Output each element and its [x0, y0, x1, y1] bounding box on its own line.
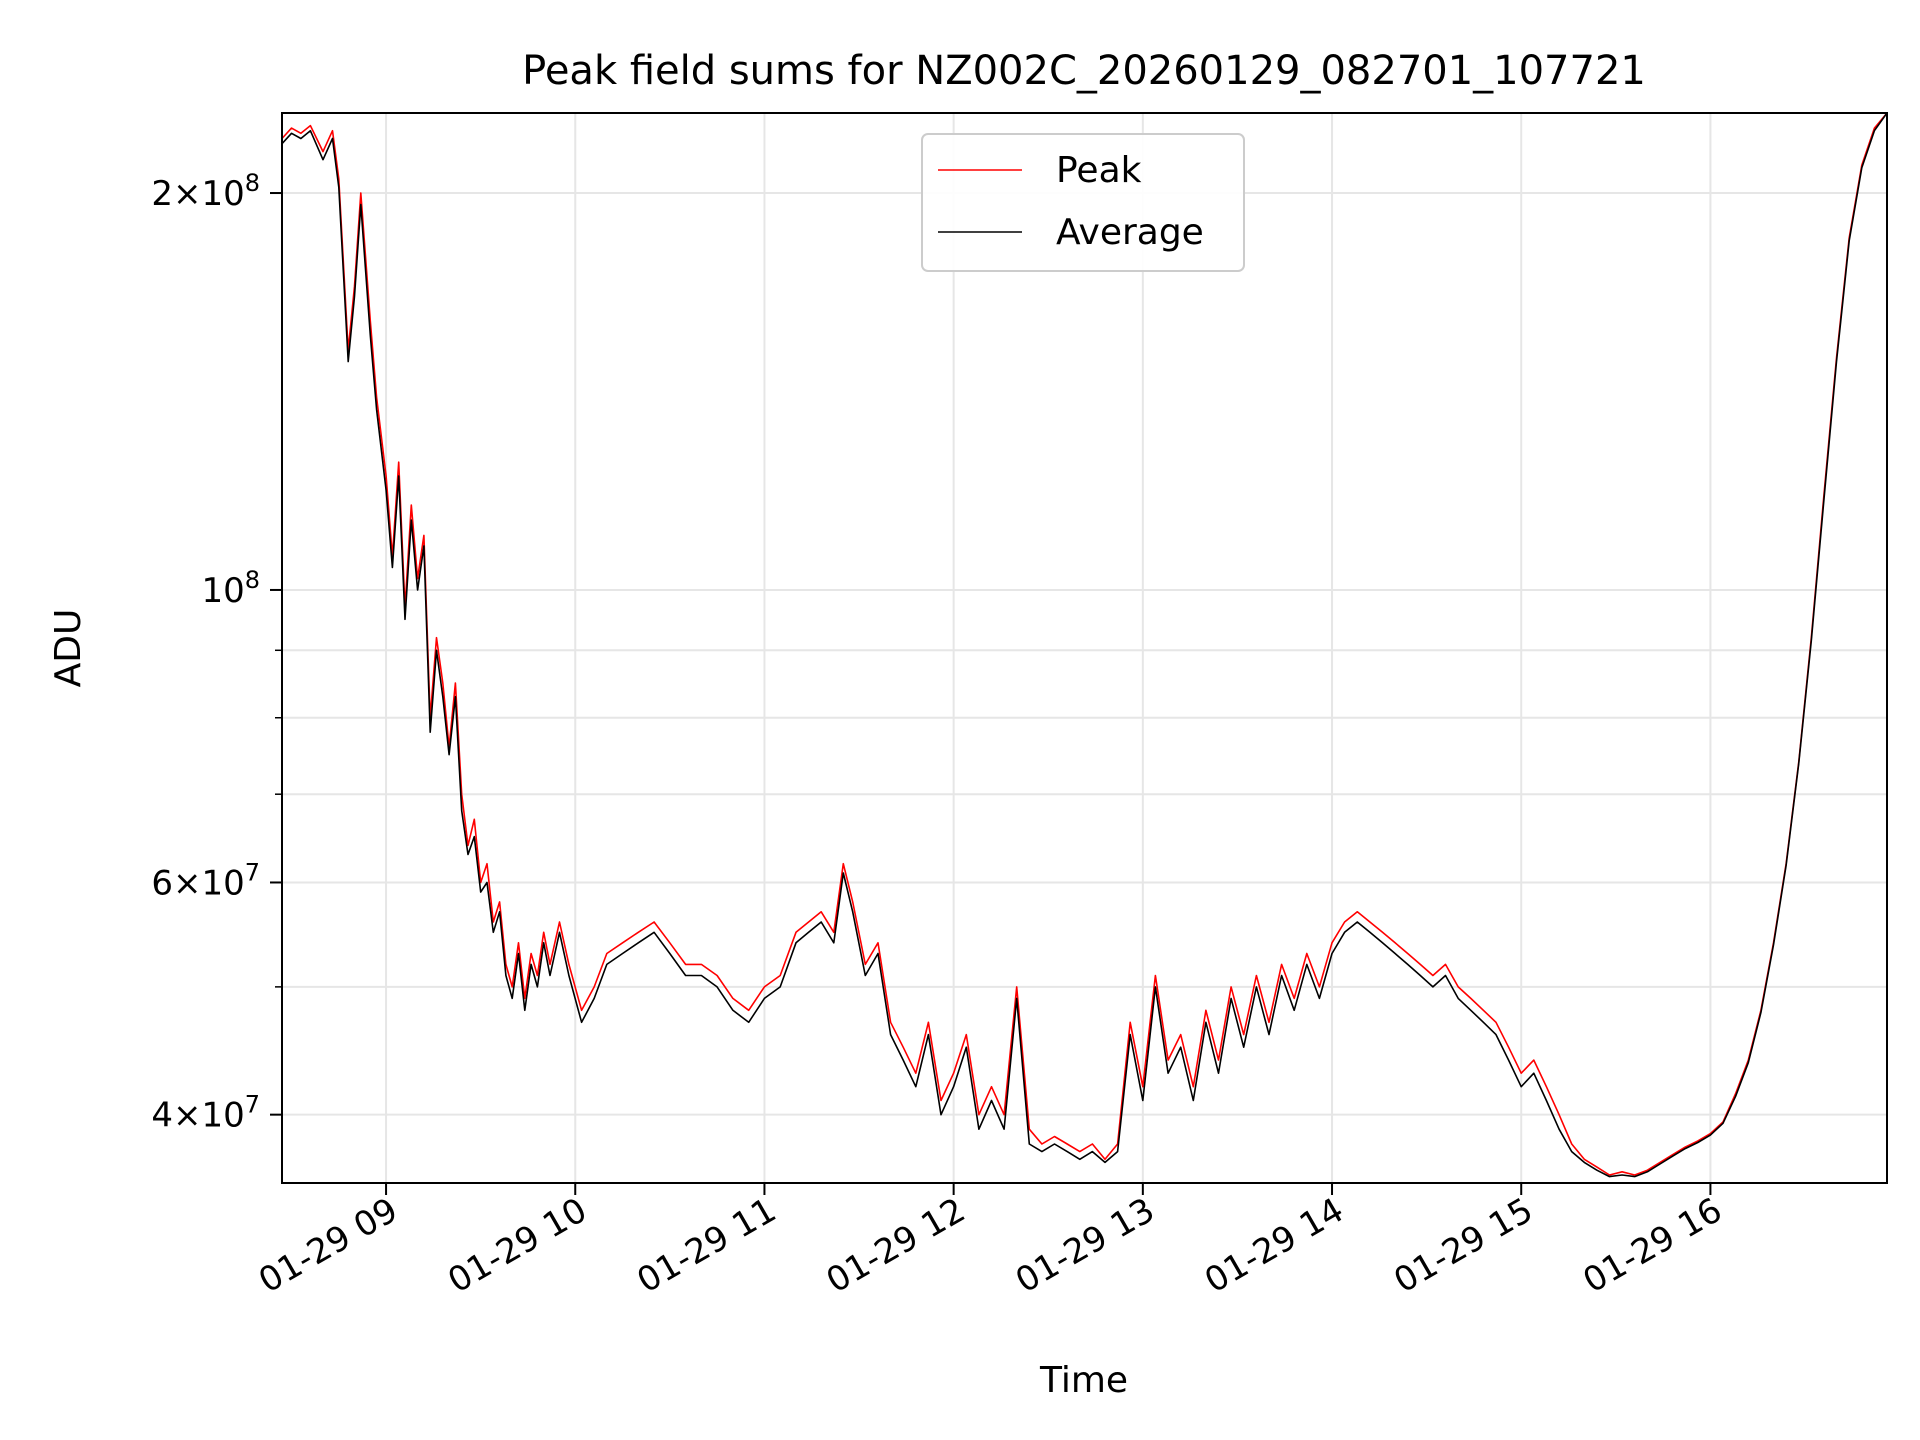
- legend-average-label: Average: [1056, 212, 1204, 253]
- y-tick-mantissa: 4×: [151, 1096, 201, 1136]
- series-lines: [282, 113, 1887, 1178]
- x-axis-label: Time: [1039, 1360, 1128, 1401]
- y-tick-base: 10: [201, 571, 244, 611]
- chart-title: Peak field sums for NZ002C_20260129_0827…: [522, 48, 1646, 94]
- series-line-average: [282, 113, 1887, 1178]
- y-tick-mantissa: 6×: [151, 863, 201, 903]
- y-tick-base: 10: [201, 1096, 244, 1136]
- y-tick-mantissa: 2×: [151, 174, 201, 214]
- y-axis-label: ADU: [48, 609, 89, 688]
- y-tick-base: 10: [201, 863, 244, 903]
- legend-box: [921, 133, 1245, 272]
- legend: Peak Average: [921, 133, 1245, 272]
- y-tick-label: 2×108: [151, 169, 260, 214]
- y-tick-label: 6×107: [151, 858, 260, 903]
- y-tick-label: 108: [201, 566, 260, 611]
- y-tick-exponent: 7: [245, 1091, 260, 1119]
- series-line-peak: [282, 113, 1887, 1176]
- plot-frame: [281, 112, 1888, 1184]
- y-tick-exponent: 7: [245, 858, 260, 886]
- y-tick-base: 10: [201, 174, 244, 214]
- legend-peak-label: Peak: [1056, 150, 1142, 191]
- y-tick-label: 4×107: [151, 1091, 260, 1136]
- grid: [282, 113, 1887, 1183]
- y-tick-exponent: 8: [245, 566, 260, 594]
- y-tick-exponent: 8: [245, 169, 260, 197]
